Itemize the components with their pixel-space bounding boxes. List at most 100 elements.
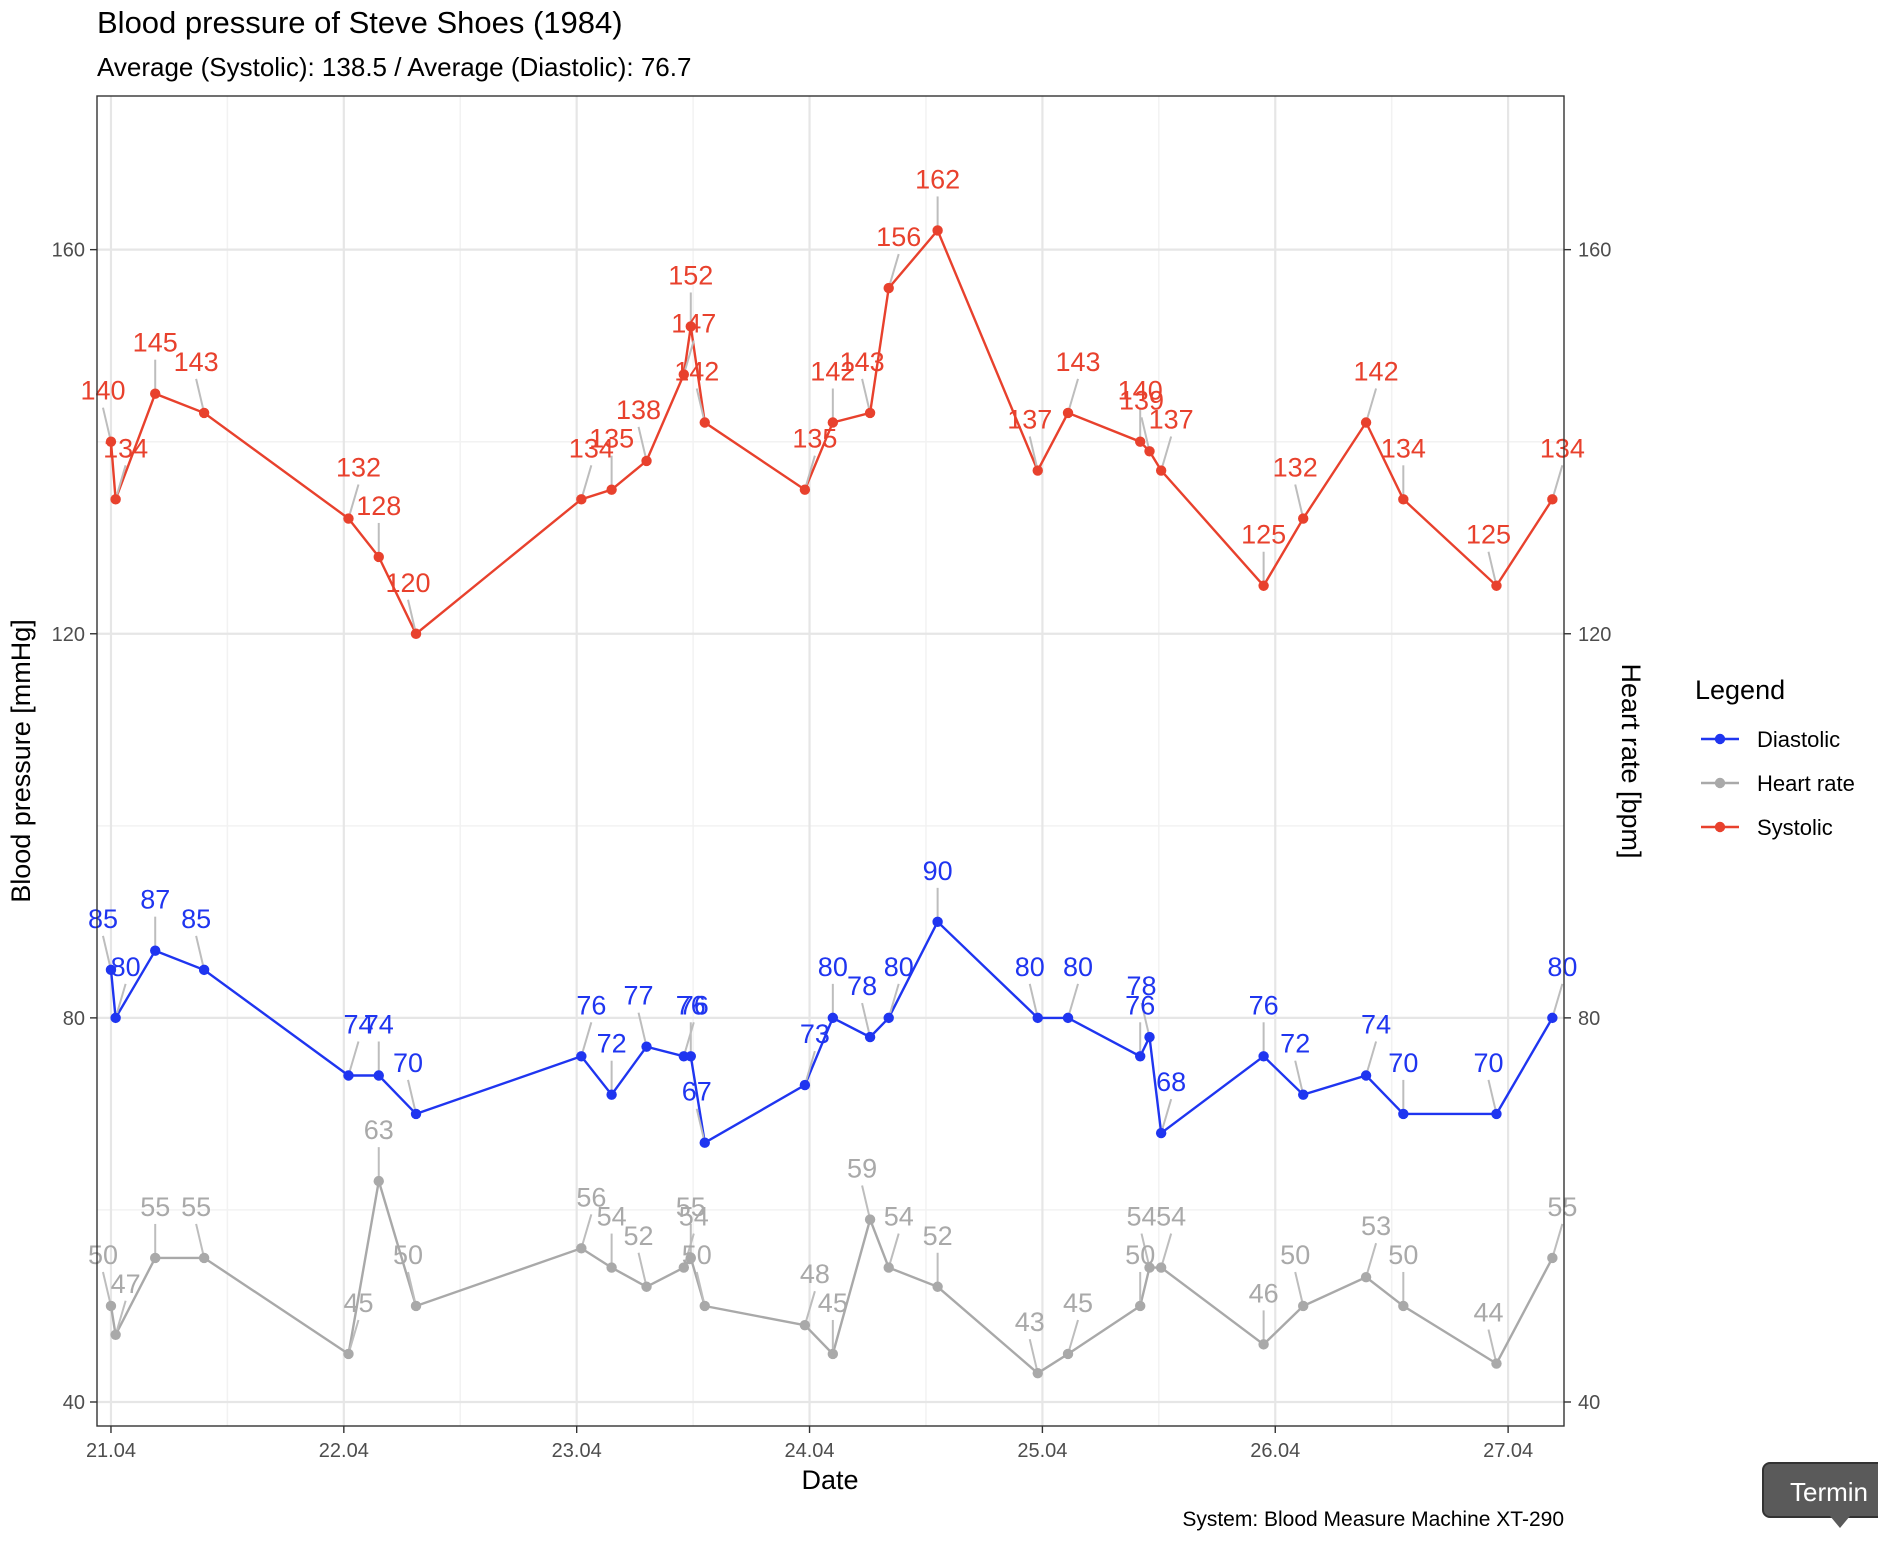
diastolic-data-label: 78 (847, 971, 877, 1001)
systolic-data-label: 143 (1055, 347, 1100, 377)
diastolic-data-label: 80 (111, 952, 141, 982)
heart-rate-data-label: 43 (1015, 1307, 1045, 1337)
heart-rate-data-label: 53 (1361, 1211, 1391, 1241)
systolic-point (150, 388, 161, 399)
systolic-point (641, 455, 652, 467)
heart-rate-data-label: 52 (624, 1221, 654, 1251)
heart-rate-point (1547, 1252, 1558, 1264)
diastolic-data-label: 76 (576, 990, 606, 1020)
diastolic-point (685, 1051, 696, 1062)
systolic-data-label: 138 (616, 395, 661, 425)
heart-rate-point (105, 1300, 117, 1312)
systolic-data-label: 142 (674, 356, 719, 386)
heart-rate-label-connector (407, 1271, 417, 1307)
heart-rate-point (1062, 1348, 1074, 1360)
diastolic-point (105, 964, 117, 976)
systolic-data-label: 143 (174, 347, 219, 377)
y-tick-label: 160 (52, 240, 85, 262)
diastolic-data-label: 70 (1388, 1048, 1418, 1078)
diastolic-point (1135, 1051, 1146, 1062)
systolic-point (678, 369, 689, 380)
heart-rate-label-connector (1294, 1271, 1305, 1307)
heart-rate-data-label: 50 (1280, 1240, 1310, 1270)
heart-rate-data-label: 48 (800, 1259, 830, 1289)
systolic-data-label: 135 (589, 424, 634, 454)
x-tick-label: 27.04 (1483, 1440, 1533, 1462)
diastolic-point (799, 1079, 811, 1091)
diastolic-point (1062, 1012, 1074, 1024)
heart-rate-label-connector (1140, 1233, 1151, 1268)
legend-key-point (1714, 777, 1726, 789)
diastolic-point (198, 964, 210, 976)
heart-rate-data-label: 56 (576, 1182, 606, 1212)
diastolic-label-connector (803, 1050, 816, 1086)
diastolic-data-label: 76 (1125, 990, 1155, 1020)
heart-rate-point (410, 1300, 422, 1312)
systolic-data-label: 132 (1273, 453, 1318, 483)
systolic-data-label: 137 (1149, 405, 1194, 435)
heart-rate-point (1298, 1300, 1309, 1312)
plot-border (96, 95, 1565, 1427)
diastolic-label-connector (887, 983, 900, 1019)
systolic-label-connector (861, 378, 872, 414)
diastolic-label-connector (1160, 1098, 1173, 1134)
diastolic-label-connector (637, 1012, 648, 1047)
diastolic-data-label: 80 (818, 952, 848, 982)
diastolic-data-label: 80 (1063, 952, 1093, 982)
legend-label: Diastolic (1757, 727, 1840, 752)
heart-rate-point (576, 1243, 587, 1254)
data-points (105, 225, 1558, 1379)
chart-subtitle: Average (Systolic): 138.5 / Average (Dia… (97, 52, 691, 82)
heart-rate-label-connector (1067, 1319, 1079, 1355)
diastolic-data-label: 70 (1473, 1048, 1503, 1078)
heart-rate-point (827, 1348, 839, 1360)
diastolic-data-label: 87 (140, 885, 170, 915)
systolic-point (373, 551, 384, 563)
diastolic-point (576, 1051, 587, 1062)
diastolic-data-label: 80 (1015, 952, 1045, 982)
legend-key-point (1714, 733, 1726, 745)
heart-rate-data-label: 50 (1125, 1240, 1155, 1270)
systolic-label-connector (637, 426, 648, 462)
systolic-point (685, 321, 696, 332)
diastolic-label-connector (580, 1022, 593, 1057)
systolic-data-label: 143 (840, 347, 885, 377)
heart-rate-label-connector (347, 1319, 360, 1355)
diastolic-point (410, 1108, 422, 1120)
heart-rate-data-label: 55 (140, 1192, 170, 1222)
legend: Legend Diastolic Heart rate Systolic (1695, 675, 1855, 840)
diastolic-point (343, 1070, 354, 1081)
systolic-data-label: 120 (385, 568, 430, 598)
y-right-tick-label: 160 (1578, 240, 1611, 262)
systolic-point (699, 417, 710, 428)
diastolic-point (606, 1089, 617, 1100)
systolic-point (105, 436, 117, 447)
systolic-data-label: 142 (1354, 356, 1399, 386)
diastolic-data-label: 90 (923, 856, 953, 886)
legend-title: Legend (1695, 675, 1785, 705)
diastolic-data-label: 76 (679, 990, 709, 1020)
heart-rate-data-label: 50 (682, 1240, 712, 1270)
heart-rate-label-connector (1028, 1338, 1039, 1374)
legend-label: Systolic (1757, 815, 1833, 840)
heart-rate-data-label: 52 (923, 1221, 953, 1251)
heart-rate-data-label: 59 (847, 1154, 877, 1184)
heart-rate-data-label: 45 (818, 1288, 848, 1318)
x-axis-label: Date (801, 1465, 858, 1495)
heart-rate-label-connector (195, 1223, 206, 1259)
systolic-data-label: 139 (1119, 385, 1164, 415)
systolic-label-connector (1140, 417, 1151, 452)
terminal-tooltip[interactable]: Termin (1762, 1462, 1878, 1518)
diastolic-data-label: 77 (624, 981, 654, 1011)
systolic-data-label: 147 (671, 308, 716, 338)
systolic-label-connector (1294, 484, 1305, 519)
diastolic-label-connector (101, 935, 112, 971)
diastolic-data-label: 80 (884, 952, 914, 982)
systolic-point (1398, 494, 1409, 505)
y-tick-label: 80 (63, 1008, 85, 1030)
diastolic-data-label: 68 (1156, 1067, 1186, 1097)
heart-rate-label-connector (580, 1214, 593, 1249)
systolic-label-connector (1365, 388, 1378, 423)
heart-rate-point (1491, 1358, 1502, 1369)
